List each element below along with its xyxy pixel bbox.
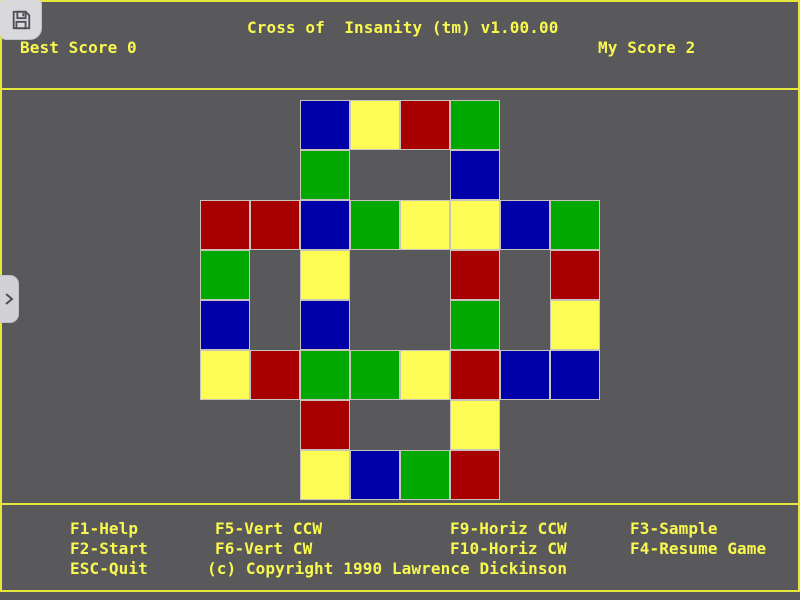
puzzle-cell <box>450 150 500 200</box>
puzzle-cell <box>200 250 250 300</box>
menu-item-esc-quit: ESC-Quit <box>70 559 148 578</box>
puzzle-cell <box>200 350 250 400</box>
puzzle-cell <box>550 250 600 300</box>
puzzle-cell <box>400 450 450 500</box>
menu-item-f4-resume-game: F4-Resume Game <box>630 539 767 558</box>
puzzle-cell <box>250 200 300 250</box>
puzzle-cell <box>300 150 350 200</box>
menu-item-f3-sample: F3-Sample <box>630 519 718 538</box>
puzzle-cell <box>300 400 350 450</box>
menu-item-f10-horiz-cw: F10-Horiz CW <box>450 539 567 558</box>
my-score: My Score 2 <box>598 38 696 57</box>
puzzle-cell <box>250 350 300 400</box>
puzzle-cell <box>300 450 350 500</box>
puzzle-cell <box>350 450 400 500</box>
puzzle-cell <box>350 200 400 250</box>
puzzle-cell <box>500 350 550 400</box>
puzzle-cell <box>550 200 600 250</box>
chevron-right-icon <box>5 293 14 305</box>
save-state-button[interactable] <box>0 0 42 40</box>
puzzle-cell <box>450 300 500 350</box>
puzzle-cell <box>400 200 450 250</box>
floppy-disk-icon <box>12 10 30 29</box>
puzzle-cell <box>550 350 600 400</box>
puzzle-cell <box>450 250 500 300</box>
game-title: Cross of Insanity (tm) v1.00.00 <box>247 18 559 37</box>
puzzle-cell <box>450 350 500 400</box>
puzzle-cell <box>300 200 350 250</box>
puzzle-cell <box>400 350 450 400</box>
puzzle-cell <box>300 100 350 150</box>
puzzle-cell <box>500 200 550 250</box>
puzzle-cell <box>350 100 400 150</box>
puzzle-cell <box>300 300 350 350</box>
puzzle-cell <box>300 250 350 300</box>
copyright-text: (c) Copyright 1990 Lawrence Dickinson <box>207 559 568 578</box>
puzzle-cell <box>300 350 350 400</box>
puzzle-cell <box>350 350 400 400</box>
puzzle-cell <box>450 400 500 450</box>
menu-item-f9-horiz-ccw: F9-Horiz CCW <box>450 519 567 538</box>
puzzle-cell <box>200 300 250 350</box>
puzzle-cell <box>450 200 500 250</box>
best-score: Best Score 0 <box>20 38 137 57</box>
menu-divider <box>0 503 800 505</box>
menu-item-f2-start: F2-Start <box>70 539 148 558</box>
puzzle-cell <box>450 100 500 150</box>
menu-item-f1-help: F1-Help <box>70 519 139 538</box>
puzzle-cell <box>550 300 600 350</box>
puzzle-cell <box>200 200 250 250</box>
menu-item-f6-vert-cw: F6-Vert CW <box>215 539 313 558</box>
expand-sidebar-tab[interactable] <box>0 275 19 323</box>
puzzle-cell <box>400 100 450 150</box>
puzzle-board <box>200 100 600 500</box>
menu-item-f5-vert-ccw: F5-Vert CCW <box>215 519 323 538</box>
header-divider <box>0 88 800 90</box>
puzzle-cell <box>450 450 500 500</box>
